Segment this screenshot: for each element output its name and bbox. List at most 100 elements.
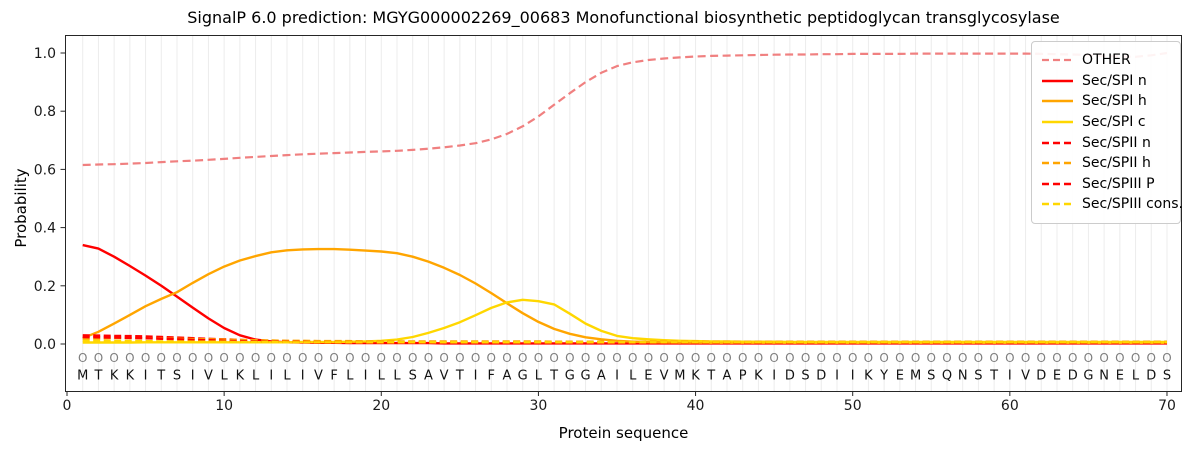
pred-label: O: [675, 351, 684, 365]
residue-letter: I: [364, 369, 368, 384]
legend-sample-line: [1042, 59, 1073, 62]
residue-letter: I: [474, 369, 478, 384]
pred-label: O: [1052, 351, 1061, 365]
pred-label: O: [974, 351, 983, 365]
pred-label: O: [251, 351, 260, 365]
pred-label: O: [754, 351, 763, 365]
residue-letter: G: [1083, 369, 1093, 384]
residue-letter: I: [615, 369, 619, 384]
pred-label: O: [345, 351, 354, 365]
residue-letter: T: [549, 369, 558, 384]
pred-label: O: [424, 351, 433, 365]
residue-letter: L: [283, 369, 291, 384]
y-tick-label: 0.8: [34, 104, 56, 120]
legend-item: Sec/SPI n: [1041, 71, 1171, 92]
residue-letter: G: [518, 369, 528, 384]
pred-label: O: [565, 351, 574, 365]
residue-letter: V: [1021, 369, 1030, 384]
residue-letter: K: [691, 369, 700, 384]
residue-letter: N: [1099, 369, 1109, 384]
residue-letter: N: [958, 369, 968, 384]
pred-label: O: [659, 351, 668, 365]
legend-item: Sec/SPIII P: [1041, 174, 1171, 195]
legend-sample-line: [1042, 120, 1073, 124]
pred-label: O: [707, 351, 716, 365]
pred-label: O: [141, 351, 150, 365]
pred-label: O: [911, 351, 920, 365]
residue-letter: A: [597, 369, 606, 384]
residue-letter: Q: [942, 369, 952, 384]
residue-letter: P: [739, 369, 747, 384]
residue-letter: D: [816, 369, 826, 384]
pred-label: O: [691, 351, 700, 365]
x-tick-label: 20: [372, 398, 390, 414]
pred-label: O: [549, 351, 558, 365]
legend-label: Sec/SPI c: [1082, 114, 1146, 131]
chart-title: SignalP 6.0 prediction: MGYG000002269_00…: [187, 8, 1060, 27]
pred-label: O: [895, 351, 904, 365]
pred-label: O: [879, 351, 888, 365]
residue-letter: F: [488, 369, 495, 384]
residue-letter: I: [1008, 369, 1012, 384]
residue-letter: E: [644, 369, 652, 384]
pred-label: O: [1068, 351, 1077, 365]
residue-letter: V: [314, 369, 323, 384]
pred-label: O: [644, 351, 653, 365]
pred-label: O: [361, 351, 370, 365]
pred-label: O: [1037, 351, 1046, 365]
pred-label: O: [722, 351, 731, 365]
residue-letter: L: [346, 369, 354, 384]
legend-label: Sec/SPII n: [1082, 134, 1151, 151]
series-spiii-cons-line: [82, 339, 1167, 344]
residue-letter: L: [221, 369, 229, 384]
residue-letter: E: [1053, 369, 1061, 384]
x-tick-label: 10: [215, 398, 233, 414]
legend-item: Sec/SPIII cons.: [1041, 194, 1183, 215]
pred-label: O: [628, 351, 637, 365]
residue-letter: T: [706, 369, 715, 384]
pred-label: O: [157, 351, 166, 365]
residue-letter: L: [1132, 369, 1140, 384]
pred-label: O: [1131, 351, 1140, 365]
pred-label: O: [204, 351, 213, 365]
residue-letter: T: [156, 369, 165, 384]
legend-label: Sec/SPIII P: [1082, 175, 1155, 192]
x-axis-label: Protein sequence: [558, 424, 689, 442]
residue-letter: K: [126, 369, 135, 384]
legend-item: Sec/SPII h: [1041, 153, 1171, 174]
residue-letter: A: [424, 369, 433, 384]
pred-label: O: [408, 351, 417, 365]
y-tick-label: 1.0: [34, 46, 56, 62]
legend-label: OTHER: [1082, 52, 1131, 69]
legend-sample-line: [1042, 100, 1073, 103]
pred-label: O: [471, 351, 480, 365]
residue-letter: M: [910, 369, 921, 384]
residue-letter: S: [173, 369, 181, 384]
y-tick-label: 0.4: [34, 221, 56, 237]
pred-label: O: [267, 351, 276, 365]
y-tick-label: 0.2: [34, 279, 56, 295]
residue-letter: D: [1146, 369, 1156, 384]
residue-letter: K: [864, 369, 873, 384]
pred-label: O: [392, 351, 401, 365]
legend: OTHER Sec/SPI n Sec/SPI h Sec/SPI c Sec/SPII…: [1031, 41, 1183, 224]
x-tick-label: 60: [1001, 398, 1019, 414]
residue-letter: L: [535, 369, 543, 384]
residue-letter: I: [851, 369, 855, 384]
pred-label: O: [817, 351, 826, 365]
pred-label: O: [1099, 351, 1108, 365]
residue-letter: S: [927, 369, 935, 384]
pred-label: O: [314, 351, 323, 365]
residue-letter: I: [269, 369, 273, 384]
residue-letter: L: [252, 369, 260, 384]
pred-label: O: [109, 351, 118, 365]
residue-letter: T: [455, 369, 464, 384]
pred-label: O: [172, 351, 181, 365]
legend-sample-line: [1042, 182, 1073, 186]
residue-letter: I: [772, 369, 776, 384]
residue-letter: S: [409, 369, 417, 384]
pred-label: O: [487, 351, 496, 365]
residue-letter: L: [393, 369, 401, 384]
legend-label: Sec/SPII h: [1082, 155, 1151, 172]
